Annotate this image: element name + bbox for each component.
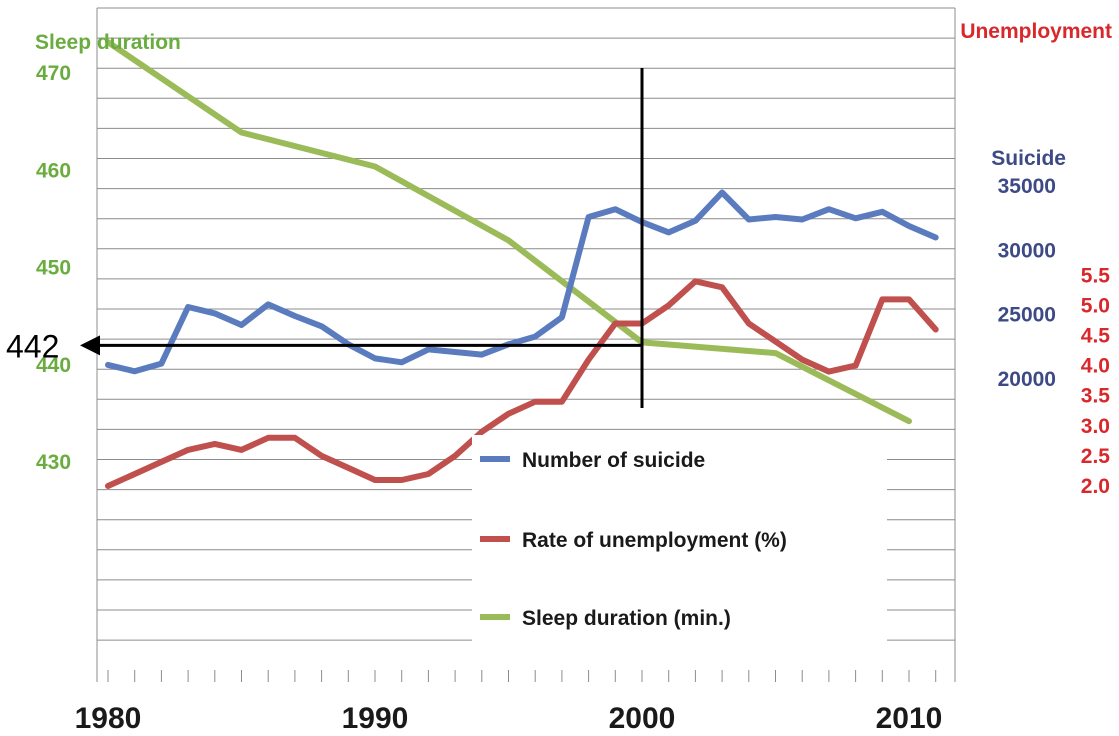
legend: Number of suicide Rate of unemployment (%… (472, 435, 887, 647)
series-line-0 (105, 189, 939, 375)
legend-label: Number of suicide (522, 449, 705, 472)
unemployment-tick-label: 5.0 (1081, 294, 1110, 317)
series-line-1 (105, 278, 939, 489)
unemployment-tick-label: 4.5 (1081, 325, 1111, 348)
unemployment-tick-label: 3.0 (1081, 415, 1110, 438)
annotation-arrowhead (80, 335, 100, 356)
y-tick-labels: 430440450460470480200002500030000350002.… (36, 62, 1111, 498)
series-layer (105, 39, 939, 489)
unemployment-tick-label: 3.5 (1081, 385, 1111, 408)
x-tick-label: 2000 (609, 702, 676, 735)
series-line-2 (105, 39, 912, 425)
x-tick-label: 1980 (75, 702, 142, 735)
legend-label: Rate of unemployment (%) (522, 529, 787, 552)
suicide-tick-label: 30000 (998, 239, 1056, 262)
legend-label: Sleep duration (min.) (522, 607, 731, 630)
sleep-tick-label: 460 (36, 159, 71, 182)
annotation-label: 442 (6, 328, 59, 364)
suicide-tick-label: 25000 (998, 304, 1056, 327)
suicide-tick-label: 35000 (998, 175, 1056, 198)
annotation-layer: 442 (6, 68, 644, 408)
unemployment-tick-label: 5.5 (1081, 264, 1111, 287)
axis-labels: Sleep duration Unemployment Suicide (35, 20, 1112, 170)
sleep-tick-label: 430 (36, 451, 71, 474)
unemployment-tick-label: 4.0 (1081, 355, 1110, 378)
unemployment-tick-label: 2.5 (1081, 445, 1111, 468)
sleep-tick-label: 440 (36, 354, 71, 377)
unemployment-axis-label: Unemployment (960, 20, 1112, 43)
suicide-axis-label: Suicide (991, 147, 1066, 170)
legend-background (472, 435, 887, 647)
sleep-tick-label: 450 (36, 257, 71, 280)
x-tick-label: 2010 (876, 702, 943, 735)
suicide-tick-label: 20000 (998, 368, 1056, 391)
unemployment-tick-label: 2.0 (1081, 475, 1110, 498)
x-axis: 1980 1990 2000 2010 (75, 670, 943, 735)
x-tick-label: 1990 (342, 702, 409, 735)
sleep-axis-label: Sleep duration (35, 31, 181, 54)
sleep-tick-label: 470 (36, 62, 71, 85)
